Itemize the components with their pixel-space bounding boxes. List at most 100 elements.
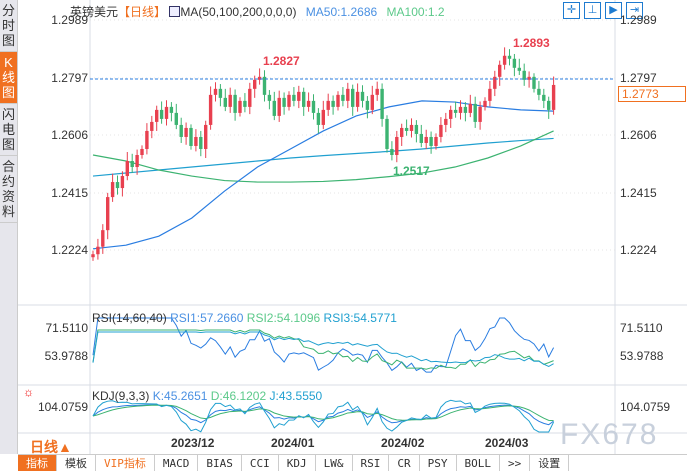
price-tick: 1.2224 — [51, 243, 88, 257]
kdj-j-value: J:43.5550 — [269, 389, 323, 403]
candle — [532, 76, 536, 89]
kdj-title: KDJ(9,3,3) — [92, 389, 150, 403]
ma-icon[interactable] — [169, 6, 181, 17]
candle — [400, 127, 404, 137]
candle — [414, 124, 419, 134]
sidebar-item-timeshare[interactable]: 分时图 — [0, 0, 17, 52]
candle — [498, 64, 502, 77]
candle — [110, 182, 115, 198]
candle — [390, 148, 394, 155]
candle — [331, 100, 335, 107]
candle — [537, 88, 541, 95]
indicator-toolbar: 指标 模板 VIP指标 MACD BIAS CCI KDJ LW& RSI CR… — [18, 454, 687, 471]
candle — [91, 254, 95, 258]
candle — [238, 100, 242, 113]
high2-label: 1.2827 — [263, 54, 300, 68]
exit-icon[interactable]: ⇥ — [626, 2, 643, 19]
candle — [355, 91, 360, 107]
candle — [351, 88, 355, 107]
low-label: 1.2517 — [393, 164, 430, 178]
candle — [409, 124, 414, 131]
candle — [106, 197, 110, 231]
candle — [522, 70, 526, 80]
tab-boll[interactable]: BOLL — [457, 455, 500, 471]
candle — [159, 109, 164, 119]
tab-bias[interactable]: BIAS — [198, 455, 242, 471]
candle — [336, 94, 340, 107]
price-tick: 1.2989 — [51, 13, 88, 27]
tab-psy[interactable]: PSY — [420, 455, 457, 471]
candle — [542, 94, 546, 101]
candle — [213, 88, 218, 95]
next-icon[interactable]: ▶ — [605, 2, 622, 19]
candle — [101, 230, 105, 247]
candle — [395, 136, 399, 155]
candle — [189, 127, 193, 146]
kdj-d-value: D:46.1202 — [210, 389, 267, 403]
sidebar-item-flash[interactable]: 闪电图 — [0, 104, 17, 156]
candle — [199, 136, 203, 149]
rsi-title: RSI(14,60,40) — [92, 311, 167, 325]
candle — [164, 106, 169, 119]
candle — [135, 154, 139, 168]
candle — [370, 94, 374, 110]
candle — [360, 91, 365, 101]
chart-header: 英镑美元【日线】 MA(50,100,200,0,0,0) MA50:1.268… — [70, 3, 445, 20]
range-icon[interactable]: ⊥ — [584, 2, 601, 19]
candle — [493, 76, 497, 89]
candle — [551, 84, 556, 110]
rsi-tick-right: 71.5110 — [620, 321, 663, 335]
candle — [115, 182, 120, 189]
candle — [321, 109, 325, 125]
tab-indicator[interactable]: 指标 — [18, 455, 57, 471]
date-tick: 2024/01 — [271, 436, 315, 450]
ma-label[interactable]: MA(50,100,200,0,0,0) — [180, 5, 297, 19]
candle — [341, 94, 345, 101]
price-tick-right: 1.2224 — [620, 243, 657, 257]
candle — [478, 106, 482, 122]
rsi1-value: RSI1:57.2660 — [170, 311, 244, 325]
candle — [473, 103, 477, 122]
rsi-tick: 71.5110 — [45, 321, 89, 335]
rsi-tick-right: 53.9788 — [620, 349, 664, 363]
rsi-tick: 53.9788 — [44, 349, 88, 363]
tab-settings[interactable]: 设置 — [530, 455, 570, 471]
ma100-value: MA100:1.2 — [386, 5, 445, 19]
kdj-tick-right: 104.0759 — [620, 400, 671, 414]
tab-lw[interactable]: LW& — [316, 455, 353, 471]
candle — [130, 161, 134, 168]
candle — [208, 94, 213, 125]
candle — [458, 106, 463, 113]
candle — [463, 106, 468, 113]
tab-vip[interactable]: VIP指标 — [96, 455, 155, 471]
candle — [507, 55, 512, 59]
period-button[interactable]: 日线▲ — [30, 439, 72, 455]
candle — [404, 127, 409, 131]
tab-more[interactable]: >> — [500, 455, 531, 471]
price-tick-right: 1.2989 — [620, 13, 657, 27]
sidebar-item-contract[interactable]: 合约资料 — [0, 156, 17, 223]
price-tick-right: 1.2797 — [620, 71, 657, 85]
candle — [429, 136, 433, 146]
candle — [311, 100, 316, 113]
candle — [282, 97, 286, 107]
alarm-icon[interactable]: ☼ — [23, 385, 34, 399]
tab-kdj[interactable]: KDJ — [279, 455, 316, 471]
tab-template[interactable]: 模板 — [57, 455, 96, 471]
tab-cr[interactable]: CR — [389, 455, 420, 471]
candle — [449, 109, 453, 119]
tab-rsi[interactable]: RSI — [353, 455, 390, 471]
candle — [262, 76, 267, 95]
candle — [385, 118, 389, 149]
candle — [453, 109, 458, 113]
tab-cci[interactable]: CCI — [242, 455, 279, 471]
candle — [468, 103, 472, 113]
candle — [424, 136, 428, 143]
tab-macd[interactable]: MACD — [155, 455, 199, 471]
candle — [223, 97, 227, 107]
candle — [248, 88, 252, 107]
candle — [277, 97, 281, 116]
sidebar-item-kline[interactable]: K线图 — [0, 52, 17, 104]
crosshair-icon[interactable]: ✛ — [563, 2, 580, 19]
